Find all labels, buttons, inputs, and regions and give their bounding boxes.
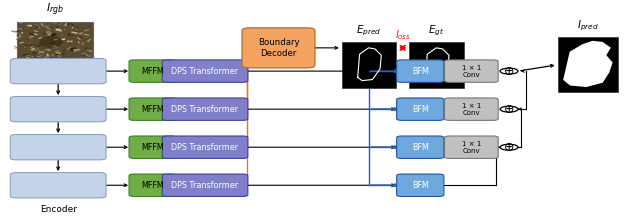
- FancyBboxPatch shape: [10, 135, 106, 160]
- Bar: [557, 37, 618, 92]
- Text: DPS Transformer: DPS Transformer: [172, 143, 239, 152]
- FancyBboxPatch shape: [10, 97, 106, 122]
- Bar: [17, 22, 93, 71]
- Circle shape: [500, 106, 518, 112]
- Text: $\oplus$: $\oplus$: [504, 141, 515, 154]
- FancyBboxPatch shape: [163, 174, 248, 196]
- FancyBboxPatch shape: [445, 136, 498, 158]
- FancyBboxPatch shape: [129, 98, 176, 120]
- FancyBboxPatch shape: [129, 136, 176, 158]
- Text: 1 × 1
Conv: 1 × 1 Conv: [461, 103, 481, 116]
- FancyBboxPatch shape: [445, 60, 498, 82]
- FancyBboxPatch shape: [397, 174, 444, 196]
- Bar: [410, 41, 464, 88]
- Text: 1 × 1
Conv: 1 × 1 Conv: [461, 65, 481, 78]
- Text: DPS Transformer: DPS Transformer: [172, 105, 239, 114]
- Text: $I_{rgb}$: $I_{rgb}$: [46, 2, 64, 18]
- Text: $I_{pred}$: $I_{pred}$: [577, 19, 599, 33]
- FancyBboxPatch shape: [163, 98, 248, 120]
- Text: $E_{gt}$: $E_{gt}$: [428, 23, 445, 38]
- FancyBboxPatch shape: [445, 98, 498, 120]
- FancyBboxPatch shape: [397, 136, 444, 158]
- Text: BFM: BFM: [412, 143, 429, 152]
- Polygon shape: [564, 41, 612, 86]
- Text: BFM: BFM: [412, 181, 429, 190]
- FancyBboxPatch shape: [129, 60, 176, 82]
- Ellipse shape: [40, 36, 63, 48]
- Text: BFM: BFM: [412, 67, 429, 76]
- Text: 1 × 1
Conv: 1 × 1 Conv: [461, 141, 481, 154]
- FancyBboxPatch shape: [397, 60, 444, 82]
- FancyBboxPatch shape: [10, 58, 106, 84]
- Text: $\oplus$: $\oplus$: [504, 65, 515, 78]
- Text: Encoder: Encoder: [40, 205, 77, 214]
- Circle shape: [500, 144, 518, 150]
- Text: $\oplus$: $\oplus$: [504, 103, 515, 116]
- Text: MFFM: MFFM: [141, 181, 164, 190]
- FancyBboxPatch shape: [163, 60, 248, 82]
- Text: MFFM: MFFM: [141, 105, 164, 114]
- Text: MFFM: MFFM: [141, 67, 164, 76]
- Text: $E_{pred}$: $E_{pred}$: [356, 23, 381, 38]
- FancyBboxPatch shape: [163, 136, 248, 158]
- Text: BFM: BFM: [412, 105, 429, 114]
- FancyBboxPatch shape: [397, 98, 444, 120]
- Text: Boundary
Decoder: Boundary Decoder: [258, 38, 300, 58]
- Text: $l_{oss}$: $l_{oss}$: [395, 28, 411, 41]
- FancyBboxPatch shape: [242, 28, 315, 68]
- Bar: [342, 41, 396, 88]
- Text: DPS Transformer: DPS Transformer: [172, 181, 239, 190]
- FancyBboxPatch shape: [10, 172, 106, 198]
- Text: DPS Transformer: DPS Transformer: [172, 67, 239, 76]
- FancyBboxPatch shape: [129, 174, 176, 196]
- Circle shape: [500, 68, 518, 74]
- Text: MFFM: MFFM: [141, 143, 164, 152]
